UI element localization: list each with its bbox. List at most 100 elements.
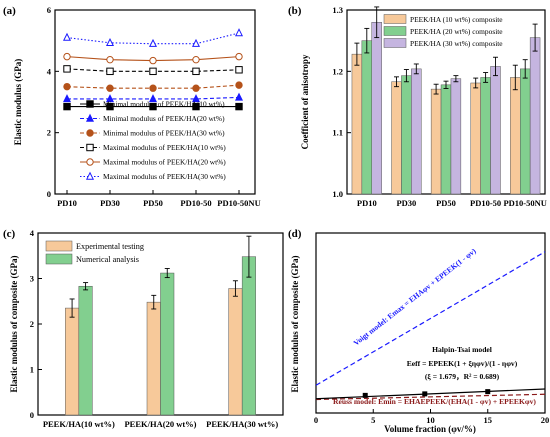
panel-d-data-point xyxy=(485,389,491,395)
panel-a-point xyxy=(106,84,114,92)
panel-d-xtick-label: 20 xyxy=(541,415,550,425)
halpin-tsai-line xyxy=(315,388,546,400)
panel-a-xtick-label: PD50 xyxy=(143,198,163,208)
panel-b-label: (b) xyxy=(288,5,302,17)
panel-a-point xyxy=(63,102,71,111)
panel-a-legend-marker xyxy=(86,129,94,137)
bar xyxy=(160,272,175,416)
panel-a-point xyxy=(63,52,71,61)
panel-a-point xyxy=(192,55,200,64)
panel-b-legend-label: PEEK/HA (20 wt%) composite xyxy=(410,27,503,36)
bar xyxy=(351,53,363,195)
panel-b-legend-swatch xyxy=(383,14,407,24)
panel-a-legend-marker xyxy=(85,113,95,122)
bar xyxy=(440,84,452,195)
panel-a-legend-marker xyxy=(85,171,95,180)
bar xyxy=(450,78,462,195)
panel-c-bars xyxy=(65,235,256,416)
panel-d-voigt-annotation: Voigt model: Emax = EHAφv + EPEEK(1 - φv… xyxy=(352,246,478,347)
panel-ytick-label: 1.1 xyxy=(332,128,343,138)
panel-a-xtick-label: PD10-50NU xyxy=(217,198,260,208)
panel-d-xtick-label: 15 xyxy=(484,415,493,425)
panel-a-point xyxy=(192,84,200,92)
panel-a-point xyxy=(148,94,158,103)
bar xyxy=(470,82,481,195)
panel-a-legend-marker xyxy=(86,143,94,152)
panel-a-point xyxy=(192,102,200,111)
panel-a-label: (a) xyxy=(3,5,16,17)
panel-a-point xyxy=(191,94,201,103)
panel-b-bars xyxy=(351,6,541,195)
panel-a-yticks: 0 2 4 6 xyxy=(47,5,59,199)
panel-b-legend-swatch xyxy=(383,26,407,36)
panel-d-halpin-equation: Eeff = EPEEK(1 + ξηφv)/(1 - ηφv) xyxy=(407,359,518,368)
panel-c-yticks: 0 1 2 3 4 xyxy=(30,228,42,420)
panel-a-point xyxy=(148,38,158,47)
panel-a-ytick-label: 0 xyxy=(47,189,51,199)
panel-d-xtick-label: 5 xyxy=(371,415,375,425)
bar xyxy=(228,288,243,416)
panel-c-legend: Experimental testing Numerical analysis xyxy=(45,240,144,265)
panel-d-ylabel: Elastic modulus of composite (GPa) xyxy=(290,256,300,393)
panel-ytick-label: 1.2 xyxy=(332,66,343,76)
panel-d-label: (d) xyxy=(288,228,302,240)
panel-d-model-lines xyxy=(315,251,546,401)
panel-a-point xyxy=(62,32,72,41)
panel-b-ylabel: Coefficient of anisotropy xyxy=(300,54,310,149)
panel-c-legend-swatch xyxy=(45,253,73,265)
panel-a-point xyxy=(106,55,114,64)
panel-c-ylabel: Elastic modulus of composite (GPa) xyxy=(9,256,19,393)
panel-a-legend-label: Minimal modulus of PEEK/HA(20 wt%) xyxy=(103,114,225,123)
panel-a-legend-label: Maximal modulus of PEEK/HA(30 wt%) xyxy=(103,172,226,181)
panel-ytick-label: 2 xyxy=(30,319,34,329)
bar xyxy=(411,68,422,195)
panel-d-xlabel: Volume fraction (φv/%) xyxy=(384,424,476,434)
panel-a-point xyxy=(63,82,71,91)
panel-a-legend-label: Maximal modulus of PEEK/HA(20 wt%) xyxy=(103,158,226,167)
panel-xtick-label: PD10-50 xyxy=(470,198,501,208)
panel-d-data-point xyxy=(422,391,428,397)
panel-a-legend-label: Minimal modulus of PEEK/HA(10 wt%) xyxy=(103,100,225,109)
panel-b-yticks: 1.0 1.1 1.2 1.3 xyxy=(332,5,351,199)
panel-a-point xyxy=(235,52,243,61)
panel-a-legend-marker xyxy=(86,100,94,108)
panel-a-point xyxy=(234,28,244,37)
panel-a-point xyxy=(149,67,157,76)
bar xyxy=(65,307,80,416)
panel-xtick-label: PD50 xyxy=(436,198,456,208)
panel-c: (c) Elastic modulus of composite (GPa) 0… xyxy=(3,228,284,429)
bar xyxy=(241,256,256,416)
panel-ytick-label: 4 xyxy=(30,228,35,238)
panel-a-point xyxy=(106,102,114,111)
panel-a-ylabel: Elastic modulus (GPa) xyxy=(13,59,23,146)
panel-xtick-label: PD10 xyxy=(357,198,377,208)
bar xyxy=(520,68,531,195)
panel-d-xtick-label: 0 xyxy=(314,415,318,425)
panel-ytick-label: 1 xyxy=(30,365,34,375)
panel-a-legend-label: Minimal modulus of PEEK/HA(30 wt%) xyxy=(103,129,225,138)
panel-a-point xyxy=(105,37,115,47)
bar xyxy=(361,40,373,195)
panel-a-frame xyxy=(54,9,256,195)
panel-ytick-label: 1.0 xyxy=(332,189,343,199)
bar xyxy=(430,88,442,195)
panel-a-point xyxy=(149,102,157,111)
panel-a-point xyxy=(149,56,157,65)
panel-b-legend: PEEK/HA (10 wt%) composite PEEK/HA (20 wt… xyxy=(383,14,503,48)
panel-ytick-label: 0 xyxy=(30,410,34,420)
panel-a-point xyxy=(191,38,201,47)
panel-d-data-point xyxy=(362,392,368,398)
bar xyxy=(371,22,382,195)
panel-a-point xyxy=(105,94,115,103)
voigt-model-line xyxy=(315,251,546,386)
panel-xtick-label: PD30 xyxy=(396,198,416,208)
panel-xtick-label: PD10-50NU xyxy=(503,198,546,208)
panel-d-points xyxy=(362,389,491,398)
bar xyxy=(490,66,501,195)
panel-a-ytick-label: 4 xyxy=(47,66,52,76)
reuss-model-line xyxy=(315,393,546,401)
panel-a-xtick-label: PD30 xyxy=(100,198,120,208)
